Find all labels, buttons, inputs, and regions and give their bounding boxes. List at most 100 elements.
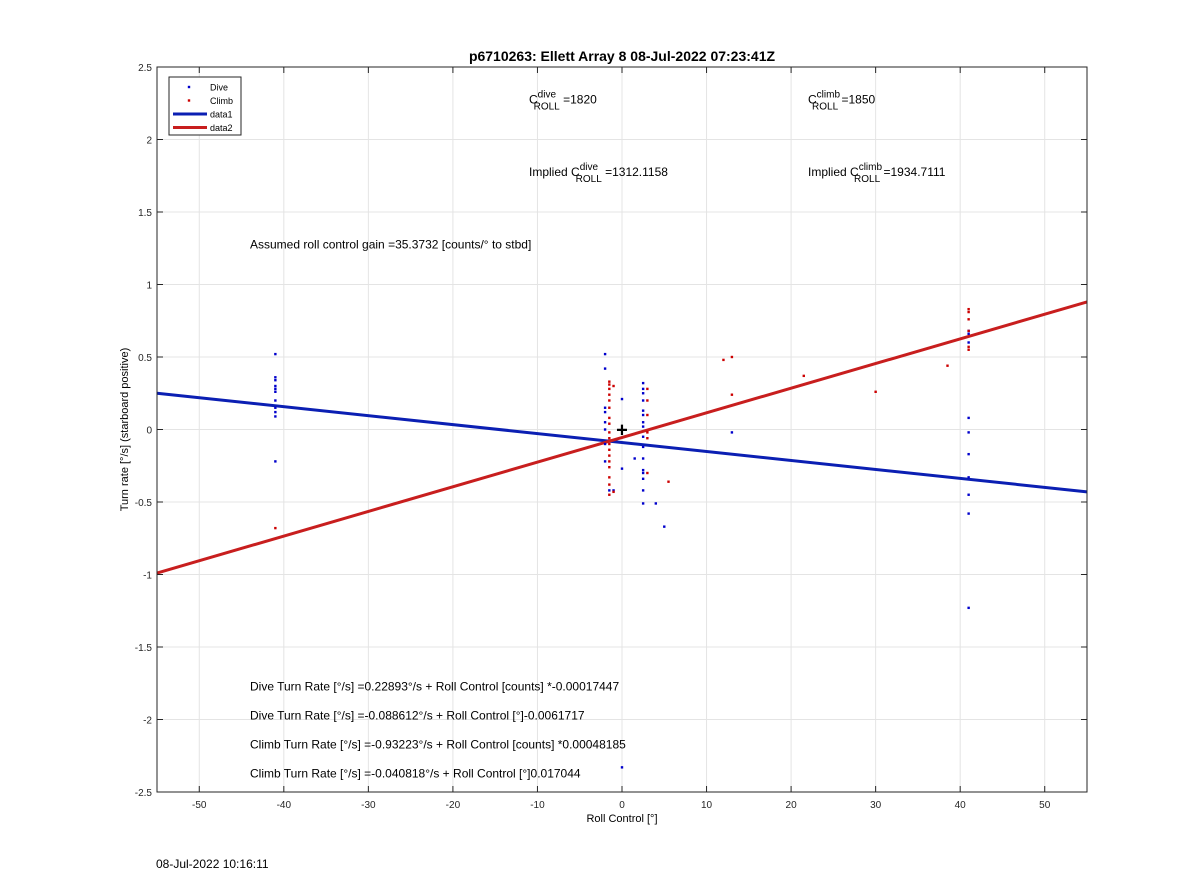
y-tick-label: -1 xyxy=(143,571,152,582)
dive-point xyxy=(641,468,645,472)
dive-point xyxy=(603,460,607,463)
dive-point xyxy=(967,476,970,479)
dive-point xyxy=(967,431,970,434)
y-tick-label: -2.5 xyxy=(135,788,153,799)
dive-point xyxy=(641,471,645,475)
annotation-eq3: Climb Turn Rate [°/s] =-0.93223°/s + Rol… xyxy=(250,738,626,752)
dive-point xyxy=(274,376,277,379)
x-tick-label: 50 xyxy=(1039,800,1051,811)
climb-point xyxy=(730,355,734,359)
x-tick-label: 40 xyxy=(955,800,967,811)
dive-point xyxy=(274,399,277,402)
dive-point xyxy=(274,379,277,382)
dive-point xyxy=(967,606,970,610)
x-tick-label: 10 xyxy=(701,800,713,811)
legend-label: Climb xyxy=(210,96,233,106)
climb-point xyxy=(967,318,970,321)
annotation-value: =1850 xyxy=(838,92,875,106)
y-tick-label: 1.5 xyxy=(138,208,152,219)
dive-point xyxy=(603,421,607,424)
climb-point xyxy=(802,374,805,378)
dive-point xyxy=(603,406,607,409)
climb-point xyxy=(608,416,611,420)
climb-point xyxy=(274,526,277,530)
climb-point xyxy=(608,460,611,463)
annotation-eq4: Climb Turn Rate [°/s] =-0.040818°/s + Ro… xyxy=(250,767,581,781)
annotation-cclimb: Cclimb ROLL =1850 xyxy=(808,89,876,112)
legend-marker xyxy=(187,85,191,89)
dive-point xyxy=(274,415,277,418)
dive-point xyxy=(274,384,277,388)
annotation-value: =1934.7111 xyxy=(880,165,946,179)
dive-point xyxy=(967,341,970,344)
climb-point xyxy=(608,380,611,383)
dive-point xyxy=(967,416,970,420)
climb-point xyxy=(608,406,611,409)
annotation-superscript: dive xyxy=(538,89,557,100)
climb-point xyxy=(608,448,611,451)
fit-lines xyxy=(156,300,1088,575)
climb-point xyxy=(608,387,611,391)
legend-box xyxy=(168,76,242,136)
annotation-value: =1312.1158 xyxy=(602,165,669,179)
annotation-subscript: ROLL xyxy=(534,101,561,112)
dive-point xyxy=(967,512,970,515)
dive-point xyxy=(633,457,636,460)
dive-point xyxy=(274,460,277,463)
climb-point xyxy=(608,476,611,479)
x-tick-label: 20 xyxy=(786,800,798,811)
dive-point xyxy=(274,410,277,414)
climb-point xyxy=(874,390,877,393)
climb-point xyxy=(667,480,670,483)
dive-point xyxy=(641,421,645,424)
climb-point xyxy=(967,329,970,333)
dive-point xyxy=(641,445,645,449)
climb-point xyxy=(646,471,649,475)
dive-point xyxy=(967,452,970,456)
climb-point xyxy=(608,431,611,434)
x-axis-label: Roll Control [°] xyxy=(586,813,657,825)
climb-point xyxy=(646,399,649,402)
fit-line-data2 xyxy=(156,300,1088,575)
legend-label: Dive xyxy=(210,83,228,93)
x-tick-label: -50 xyxy=(192,800,207,811)
x-tick-label: -30 xyxy=(361,800,376,811)
climb-point xyxy=(646,431,649,434)
dive-point xyxy=(641,435,645,438)
x-tick-label: 0 xyxy=(619,800,625,811)
y-tick-label: 1 xyxy=(146,281,152,292)
fit-line-data1 xyxy=(156,391,1088,494)
dive-point xyxy=(603,428,607,431)
y-tick-label: -1.5 xyxy=(135,643,153,654)
annotation-superscript: dive xyxy=(580,162,599,173)
climb-point xyxy=(646,437,649,440)
dive-point xyxy=(274,390,277,393)
climb-point xyxy=(967,307,970,311)
climb-point xyxy=(608,466,611,469)
dive-point xyxy=(612,489,615,492)
dive-point xyxy=(654,502,658,505)
climb-point xyxy=(967,345,970,349)
climb-point xyxy=(608,422,611,425)
annotation-eq2: Dive Turn Rate [°/s] =-0.088612°/s + Rol… xyxy=(250,709,585,723)
annotation-implied_climb: Implied Cclimb ROLL =1934.7111 xyxy=(808,162,946,185)
annotation-value: =1820 xyxy=(560,92,597,106)
x-tick-label: -20 xyxy=(446,800,461,811)
climb-point xyxy=(612,384,615,388)
annotation-prefix: Implied C xyxy=(808,165,859,179)
dive-point xyxy=(641,399,645,402)
dive-point xyxy=(620,766,624,769)
climb-point xyxy=(608,493,611,496)
annotation-prefix: C xyxy=(529,92,538,106)
dive-point xyxy=(641,413,645,417)
dive-point xyxy=(641,477,645,480)
dive-point xyxy=(603,410,607,414)
dive-point xyxy=(608,489,611,492)
dive-point xyxy=(663,525,666,528)
climb-point xyxy=(967,310,970,314)
dive-point xyxy=(641,457,645,460)
y-tick-label: 2 xyxy=(146,136,152,147)
dive-point xyxy=(967,332,970,335)
data-points xyxy=(274,307,970,769)
